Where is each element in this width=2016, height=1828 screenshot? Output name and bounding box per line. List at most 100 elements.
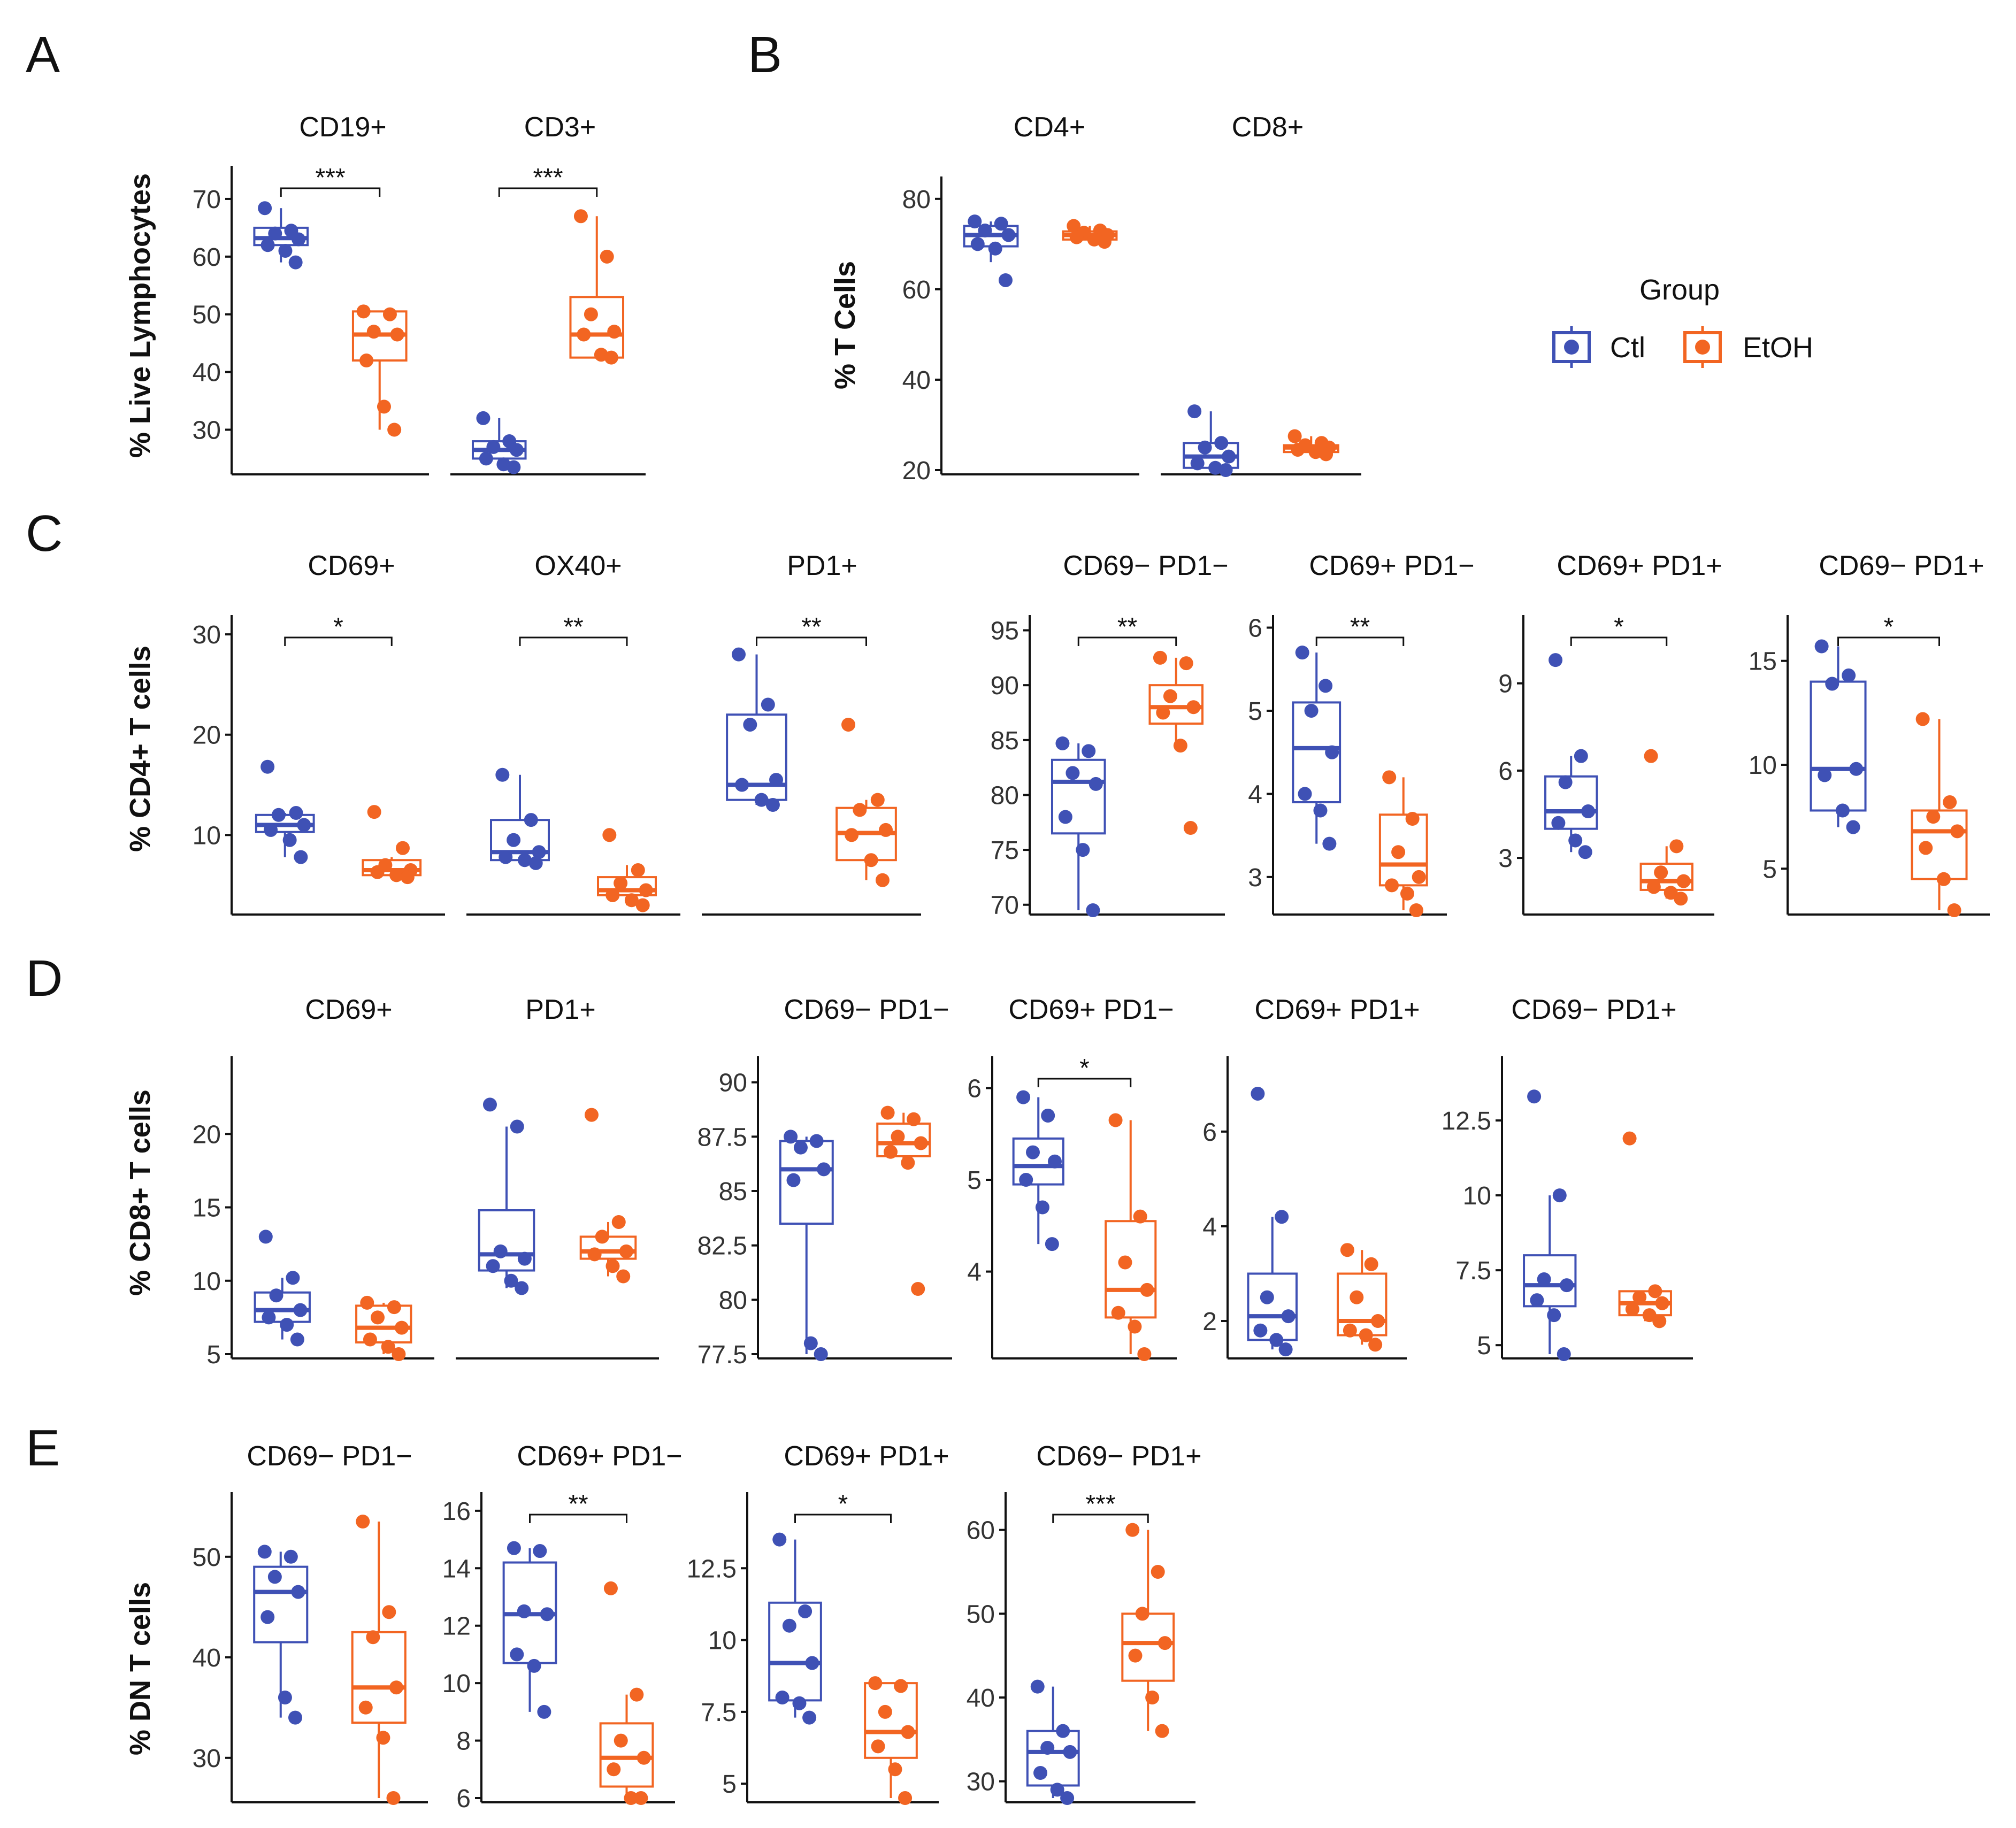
data-point-c-cd69neg-pd1pos-ctl — [1825, 677, 1839, 691]
box-c-cd69pos-pd1neg-etoh — [1378, 813, 1428, 887]
data-point-a-cd3pos-etoh — [584, 307, 598, 321]
data-point-b-cd8pos-ctl — [1198, 440, 1212, 455]
data-point-d-cd69neg-pd1neg-ctl — [809, 1134, 824, 1148]
data-point-c-ox40pos-ctl — [495, 767, 510, 782]
data-point-d-pd1pos-etoh — [587, 1247, 602, 1262]
data-point-d-cd69pos-pd1neg-etoh — [1140, 1282, 1154, 1297]
facet-title-c-cd69pos: CD69+ — [308, 550, 395, 581]
data-point-c-cd69pos-etoh — [370, 865, 385, 879]
data-point-d-cd69pos-pd1neg-ctl — [1047, 1154, 1062, 1169]
data-point-d-cd69neg-pd1neg-ctl — [784, 1130, 798, 1144]
y-tick-label-d-cd69neg-pd1neg: 90 — [719, 1069, 747, 1097]
data-point-c-cd69pos-pd1neg-ctl — [1304, 703, 1319, 718]
data-point-c-cd69neg-pd1neg-ctl — [1089, 777, 1103, 791]
data-point-d-pd1pos-ctl — [493, 1244, 508, 1258]
y-axis-label-d: % CD8+ T cells — [124, 1089, 156, 1296]
data-point-c-cd69neg-pd1neg-etoh — [1179, 656, 1193, 671]
y-axis-label-a: % Live Lymphocytes — [124, 173, 156, 458]
significance-bracket-c-ox40pos — [519, 636, 628, 646]
y-tick-label-c-cd69pos: 30 — [193, 621, 221, 649]
data-point-b-cd4pos-ctl — [968, 214, 982, 229]
data-point-e-cd69pos-pd1pos-ctl — [802, 1710, 817, 1725]
y-tick-label-c-cd69neg-pd1neg: 90 — [991, 672, 1019, 700]
y-tick-label-c-cd69neg-pd1pos: 15 — [1749, 648, 1777, 676]
data-point-c-cd69neg-pd1pos-etoh — [1947, 903, 1961, 917]
data-point-c-cd69pos-pd1neg-etoh — [1391, 845, 1406, 859]
data-point-c-cd69pos-pd1neg-etoh — [1382, 770, 1397, 785]
data-point-d-cd69pos-pd1neg-etoh — [1111, 1305, 1125, 1320]
data-point-e-cd69neg-pd1pos-ctl — [1040, 1741, 1055, 1755]
facet-d-cd69pos-pd1pos: CD69+ PD1+ 2 4 6 — [1202, 994, 1420, 1360]
data-point-e-cd69neg-pd1neg-etoh — [376, 1731, 390, 1745]
significance-label-a-cd3pos: *** — [533, 164, 563, 192]
data-point-e-cd69pos-pd1neg-ctl — [507, 1541, 521, 1555]
data-point-d-pd1pos-ctl — [510, 1119, 524, 1134]
facet-e-cd69pos-pd1pos: CD69+ PD1+ 5 7.5 10 12.5 * — [687, 1441, 949, 1805]
legend-key-ctl — [1552, 326, 1591, 368]
data-point-d-cd69pos-etoh — [387, 1300, 401, 1315]
data-point-d-cd69neg-pd1pos-ctl — [1557, 1347, 1571, 1361]
y-tick-label-d-cd69neg-pd1pos: 12.5 — [1442, 1107, 1491, 1135]
significance-bracket-c-cd69neg-pd1neg — [1077, 636, 1177, 646]
data-point-e-cd69neg-pd1neg-etoh — [366, 1630, 380, 1645]
data-point-b-cd4pos-ctl — [970, 237, 985, 251]
data-point-a-cd3pos-etoh — [600, 249, 614, 264]
data-point-c-cd69neg-pd1neg-etoh — [1183, 821, 1198, 835]
data-point-c-cd69pos-ctl — [282, 833, 297, 847]
data-point-c-cd69pos-etoh — [389, 868, 404, 882]
data-point-c-cd69pos-pd1pos-etoh — [1674, 892, 1688, 906]
data-point-d-cd69neg-pd1pos-ctl — [1530, 1293, 1544, 1308]
facet-c-cd69pos-pd1neg: CD69+ PD1− 3 4 5 6 ** — [1248, 550, 1475, 917]
data-point-e-cd69neg-pd1pos-ctl — [1063, 1745, 1077, 1759]
y-tick-label-c-cd69neg-pd1neg: 70 — [991, 892, 1019, 920]
facet-c-cd69neg-pd1neg: CD69− PD1− 70 75 80 85 90 95 ** — [991, 550, 1229, 920]
data-point-e-cd69pos-pd1pos-ctl — [798, 1604, 812, 1618]
data-point-c-cd69pos-pd1neg-ctl — [1313, 803, 1328, 818]
y-tick-label-e-cd69pos-pd1neg: 8 — [456, 1727, 471, 1756]
y-tick-label-a-cd19pos: 50 — [193, 301, 221, 329]
facet-title-d-cd69pos-pd1neg: CD69+ PD1− — [1008, 994, 1174, 1025]
data-point-e-cd69neg-pd1pos-etoh — [1125, 1523, 1140, 1537]
y-tick-label-e-cd69pos-pd1pos: 12.5 — [687, 1555, 737, 1583]
data-point-c-cd69neg-pd1pos-ctl — [1849, 762, 1864, 776]
data-point-b-cd8pos-etoh — [1319, 447, 1333, 462]
data-point-c-pd1pos-etoh — [841, 717, 856, 732]
data-point-e-cd69neg-pd1neg-etoh — [386, 1791, 401, 1805]
y-tick-label-d-cd69neg-pd1neg: 87.5 — [697, 1123, 747, 1151]
legend-ctl-dot — [1564, 340, 1579, 355]
data-point-c-pd1pos-ctl — [754, 793, 769, 807]
data-point-c-cd69neg-pd1neg-ctl — [1082, 744, 1096, 758]
data-point-e-cd69pos-pd1neg-ctl — [537, 1704, 551, 1719]
facet-a-cd19pos: CD19+ 30 40 50 60 70 *** — [193, 112, 429, 475]
data-point-d-cd69pos-pd1pos-ctl — [1251, 1086, 1265, 1101]
data-point-d-cd69neg-pd1pos-ctl — [1527, 1089, 1542, 1104]
data-point-a-cd19pos-ctl — [268, 226, 282, 241]
facet-title-c-cd69pos-pd1neg: CD69+ PD1− — [1309, 550, 1474, 581]
facet-title-d-cd69pos-pd1pos: CD69+ PD1+ — [1254, 994, 1420, 1025]
significance-label-c-cd69pos: * — [333, 613, 343, 641]
data-point-e-cd69neg-pd1neg-ctl — [267, 1570, 282, 1584]
data-point-c-ox40pos-ctl — [507, 833, 521, 847]
significance-label-d-cd69pos-pd1neg: * — [1079, 1054, 1090, 1082]
y-tick-label-d-cd69pos-pd1pos: 4 — [1202, 1213, 1217, 1241]
facet-title-d-cd69neg-pd1neg: CD69− PD1− — [784, 994, 949, 1025]
data-point-e-cd69neg-pd1neg-etoh — [389, 1680, 403, 1695]
data-point-e-cd69pos-pd1pos-ctl — [782, 1618, 796, 1633]
data-point-a-cd19pos-ctl — [292, 232, 306, 247]
y-tick-label-c-cd69pos-pd1pos: 3 — [1498, 844, 1513, 873]
y-tick-label-c-cd69pos-pd1neg: 5 — [1248, 697, 1262, 726]
box-c-cd69pos-pd1neg-ctl — [1292, 701, 1342, 803]
y-tick-label-c-cd69pos: 10 — [193, 821, 221, 850]
data-point-c-cd69neg-pd1neg-ctl — [1055, 736, 1070, 750]
data-point-d-cd69neg-pd1pos-ctl — [1552, 1188, 1567, 1203]
facet-title-b-cd4pos: CD4+ — [1014, 112, 1085, 143]
data-point-e-cd69neg-pd1neg-ctl — [291, 1585, 305, 1599]
y-tick-label-c-cd69neg-pd1neg: 95 — [991, 617, 1019, 646]
data-point-c-cd69pos-pd1neg-ctl — [1295, 646, 1309, 660]
box-c-cd69pos-pd1pos-ctl — [1544, 775, 1598, 830]
facet-title-e-cd69neg-pd1pos: CD69− PD1+ — [1036, 1441, 1201, 1472]
data-point-c-cd69pos-ctl — [271, 808, 286, 822]
data-point-b-cd8pos-ctl — [1218, 463, 1233, 477]
data-point-e-cd69pos-pd1pos-ctl — [805, 1656, 819, 1670]
panel-letter-d: D — [26, 950, 63, 1007]
